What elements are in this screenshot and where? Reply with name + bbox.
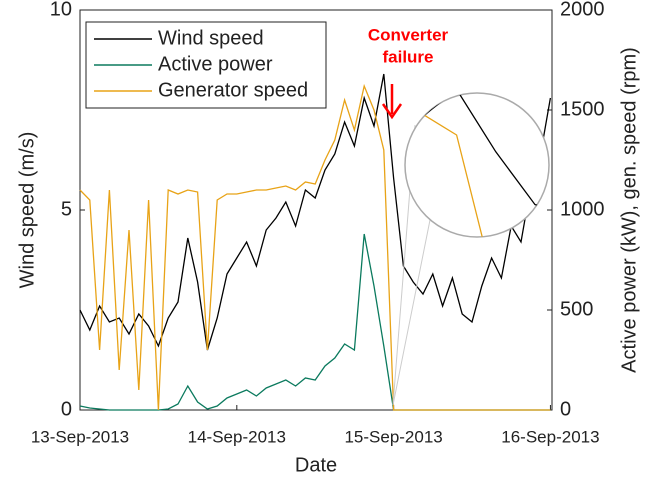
y-axis-label: Wind speed (m/s) [16,132,38,289]
annotation-arrowhead [381,103,403,120]
y2-tick-label: 2000 [560,0,605,20]
inset-line [405,184,549,237]
series-line [79,83,551,411]
x-tick-label: 16-Sep-2013 [501,427,599,446]
x-tick-label: 13-Sep-2013 [31,427,129,446]
inset-line [405,95,549,237]
series-line [79,233,551,411]
y-tick-label: 10 [50,0,72,20]
y-tick-label: 5 [61,198,72,220]
x-tick-label: 15-Sep-2013 [344,427,442,446]
legend-label: Wind speed [158,27,264,49]
y2-tick-label: 0 [560,398,571,420]
legend-label: Generator speed [158,79,308,101]
zoom-inset [404,92,550,238]
legend-label: Active power [158,53,273,75]
annotation: failure [382,47,433,66]
x-axis-label: Date [295,454,337,476]
annotation: Converter [368,25,449,44]
inset-line [405,93,549,237]
y2-axis-label: Active power (kW), gen. speed (rpm) [618,47,640,373]
x-tick-label: 14-Sep-2013 [188,427,286,446]
y2-tick-label: 500 [560,298,593,320]
y2-tick-label: 1500 [560,98,605,120]
y-tick-label: 0 [61,398,72,420]
series-line [79,73,552,351]
zoom-connector [392,219,431,406]
y2-tick-label: 1000 [560,198,605,220]
zoom-group [405,93,549,237]
